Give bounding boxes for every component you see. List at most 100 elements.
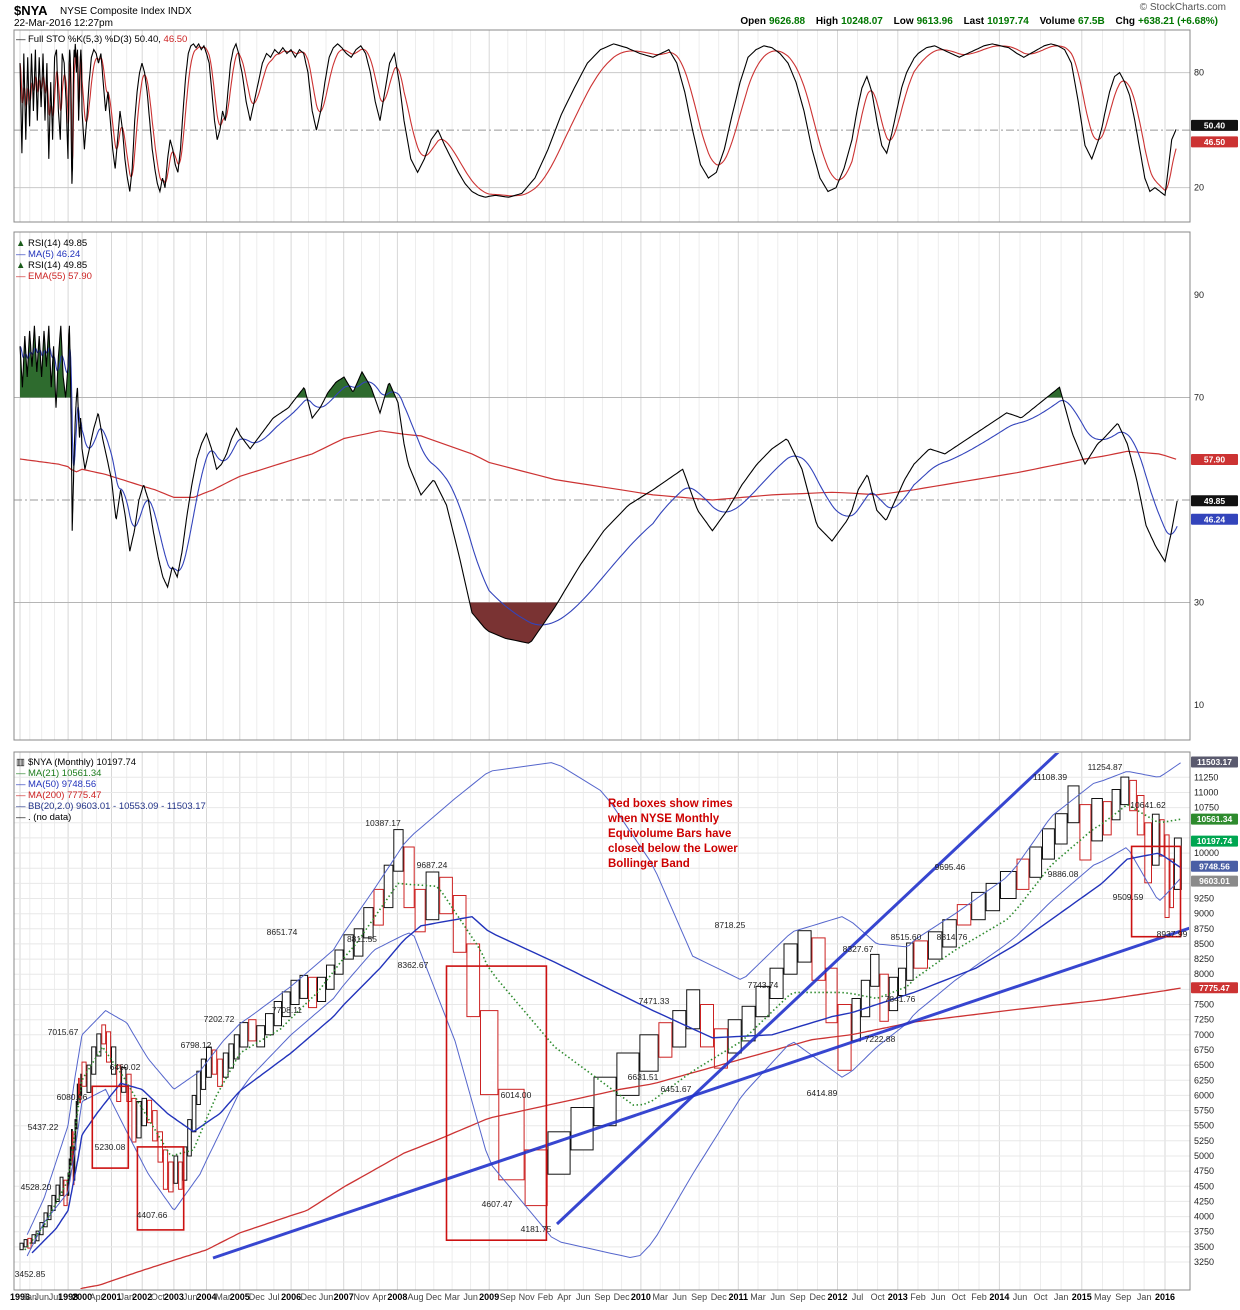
svg-text:11254.87: 11254.87 (1088, 762, 1123, 772)
red-signal-boxes (91, 845, 1182, 1241)
svg-text:7015.67: 7015.67 (48, 1027, 79, 1037)
svg-text:Jun: Jun (771, 1292, 786, 1302)
svg-text:30: 30 (1194, 598, 1204, 608)
svg-text:Jun: Jun (463, 1292, 478, 1302)
svg-text:7500: 7500 (1194, 1000, 1214, 1010)
chart-datetime: 22-Mar-2016 12:27pm (14, 18, 113, 29)
svg-text:6451.67: 6451.67 (661, 1084, 692, 1094)
stochastic-panel: 80 20 50.40 46.50 (13, 29, 1238, 223)
svg-text:8327.67: 8327.67 (843, 944, 874, 954)
svg-text:4750: 4750 (1194, 1166, 1214, 1176)
svg-text:46.24: 46.24 (1204, 514, 1226, 524)
price-overlays (24, 762, 1183, 1289)
svg-text:Mar: Mar (444, 1292, 460, 1302)
stochastic-d-value: 46.50 (163, 34, 188, 45)
svg-text:11250: 11250 (1194, 772, 1218, 782)
svg-text:Jun: Jun (576, 1292, 591, 1302)
chg-value: +638.21 (+6.68%) (1137, 16, 1218, 27)
svg-text:2012: 2012 (827, 1292, 847, 1302)
nodata-text: . (no data) (28, 812, 72, 823)
line-swatch-icon: — (16, 249, 26, 260)
svg-text:3500: 3500 (1194, 1242, 1214, 1252)
annotation-line: Equivolume Bars have (608, 828, 732, 840)
svg-text:Jun: Jun (34, 1292, 49, 1302)
svg-text:2009: 2009 (479, 1292, 499, 1302)
line-swatch-icon: — (16, 34, 26, 45)
ma21-text: MA(21) 10561.34 (28, 768, 102, 779)
svg-text:7250: 7250 (1194, 1015, 1214, 1025)
quote-summary: Open 9626.88 High 10248.07 Low 9613.96 Last… (740, 16, 1226, 27)
svg-text:Jan: Jan (119, 1292, 134, 1302)
ma21-legend: — MA(21) 10561.34 (16, 768, 206, 779)
svg-text:8362.67: 8362.67 (398, 960, 429, 970)
svg-text:8750: 8750 (1194, 924, 1214, 934)
svg-text:10: 10 (1194, 700, 1204, 710)
svg-text:4528.20: 4528.20 (21, 1182, 52, 1192)
svg-text:Jan: Jan (1137, 1292, 1152, 1302)
svg-text:2003: 2003 (164, 1292, 184, 1302)
svg-text:11000: 11000 (1194, 787, 1218, 797)
stockcharts-credit: © StockCharts.com (1139, 2, 1226, 13)
svg-text:11108.39: 11108.39 (1033, 772, 1067, 782)
svg-text:Sep: Sep (790, 1292, 806, 1302)
svg-text:6014.00: 6014.00 (501, 1090, 532, 1100)
svg-text:2014: 2014 (989, 1292, 1009, 1302)
low-value: 9613.96 (916, 16, 953, 27)
svg-text:Apr: Apr (372, 1292, 386, 1302)
svg-text:6798.12: 6798.12 (181, 1040, 212, 1050)
svg-text:2008: 2008 (387, 1292, 407, 1302)
svg-text:10750: 10750 (1194, 803, 1219, 813)
open-label: Open (740, 16, 766, 27)
svg-text:8937.99: 8937.99 (1157, 929, 1188, 939)
svg-text:Apr: Apr (90, 1292, 104, 1302)
svg-text:11503.17: 11503.17 (1197, 757, 1232, 767)
svg-text:6250: 6250 (1194, 1075, 1214, 1085)
svg-text:7202.72: 7202.72 (204, 1014, 235, 1024)
svg-text:80: 80 (1194, 68, 1204, 78)
svg-text:2000: 2000 (72, 1292, 92, 1302)
svg-text:Jul: Jul (268, 1292, 280, 1302)
svg-text:Sep: Sep (1115, 1292, 1131, 1302)
svg-text:7222.88: 7222.88 (865, 1034, 896, 1044)
svg-text:10197.74: 10197.74 (1197, 836, 1233, 846)
svg-text:9687.24: 9687.24 (417, 860, 448, 870)
svg-text:6460.02: 6460.02 (110, 1062, 141, 1072)
equivolume-swatch-icon: ▥ (16, 757, 25, 768)
svg-text:2006: 2006 (281, 1292, 301, 1302)
low-label: Low (893, 16, 914, 27)
svg-text:5437.22: 5437.22 (28, 1122, 59, 1132)
svg-text:Jun: Jun (931, 1292, 946, 1302)
svg-text:Nov: Nov (353, 1292, 370, 1302)
svg-text:57.90: 57.90 (1204, 455, 1226, 465)
svg-text:7471.33: 7471.33 (639, 996, 670, 1006)
svg-text:4000: 4000 (1194, 1212, 1214, 1222)
vertical-gridlines (19, 30, 1166, 1290)
svg-text:7775.47: 7775.47 (1199, 983, 1230, 993)
svg-text:Jun: Jun (672, 1292, 687, 1302)
svg-text:8000: 8000 (1194, 969, 1214, 979)
svg-text:2001: 2001 (101, 1292, 121, 1302)
svg-text:2005: 2005 (230, 1292, 250, 1302)
svg-text:3750: 3750 (1194, 1227, 1214, 1237)
svg-text:8718.25: 8718.25 (715, 920, 746, 930)
svg-text:Dec: Dec (426, 1292, 443, 1302)
rsi-series (19, 325, 1178, 644)
area-swatch-icon: ▲ (16, 238, 26, 249)
annotation-line: Red boxes show rimes (608, 798, 733, 810)
svg-text:8250: 8250 (1194, 954, 1214, 964)
rsi-legend-title: ▲ RSI(14) 49.85 (16, 238, 92, 249)
svg-text:2016: 2016 (1155, 1292, 1175, 1302)
svg-text:70: 70 (1194, 393, 1204, 403)
svg-text:Oct: Oct (952, 1292, 967, 1302)
svg-text:2013: 2013 (888, 1292, 908, 1302)
stochastic-title: Full STO %K(5,3) %D(3) (28, 34, 135, 45)
svg-text:Jun: Jun (1013, 1292, 1028, 1302)
high-label: High (815, 16, 839, 27)
ticker-symbol: $NYA (14, 3, 48, 18)
rsi-panel: 90 70 30 10 57.90 49.85 46.24 (13, 231, 1238, 741)
svg-text:7743.74: 7743.74 (748, 980, 779, 990)
svg-text:3250: 3250 (1194, 1257, 1214, 1267)
bar-value-labels: 10387.17 9687.24 8651.74 8811.55 8362.67 7708… (15, 762, 1188, 1279)
svg-text:Aug: Aug (407, 1292, 423, 1302)
